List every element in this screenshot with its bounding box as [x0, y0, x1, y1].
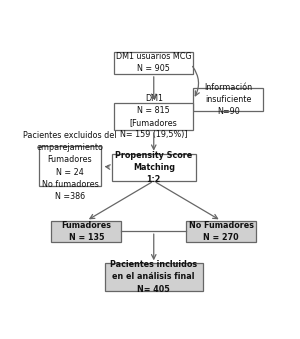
FancyBboxPatch shape: [114, 52, 193, 74]
Text: No Fumadores
N = 270: No Fumadores N = 270: [189, 221, 254, 242]
FancyBboxPatch shape: [105, 263, 202, 291]
Text: Pacientes incluidos
en el análisis final
N= 405: Pacientes incluidos en el análisis final…: [110, 260, 197, 294]
Text: Información
insuficiente
N=90: Información insuficiente N=90: [204, 83, 252, 116]
Text: Pacientes excluidos del
emparejamiento
Fumadores
N = 24
No fumadores
N =386: Pacientes excluidos del emparejamiento F…: [23, 131, 117, 201]
Text: Fumadores
N = 135: Fumadores N = 135: [61, 221, 111, 242]
Text: Propensity Score
Matching
1:2: Propensity Score Matching 1:2: [115, 151, 192, 184]
FancyBboxPatch shape: [193, 88, 263, 111]
FancyBboxPatch shape: [186, 221, 256, 242]
FancyBboxPatch shape: [39, 146, 101, 186]
FancyBboxPatch shape: [52, 221, 121, 242]
FancyBboxPatch shape: [114, 103, 193, 130]
FancyBboxPatch shape: [112, 154, 196, 181]
Text: DM1 usuarios MCG
N = 905: DM1 usuarios MCG N = 905: [116, 52, 192, 74]
Text: DM1
N = 815
[Fumadores
N= 159 (19,5%)]: DM1 N = 815 [Fumadores N= 159 (19,5%)]: [120, 94, 188, 139]
